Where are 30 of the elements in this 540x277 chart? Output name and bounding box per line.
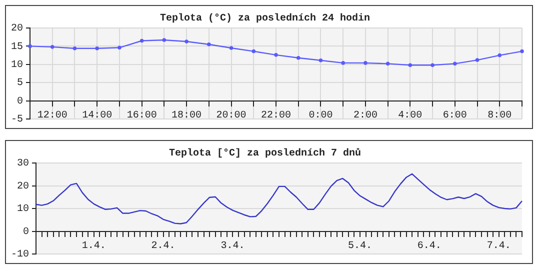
x-tick-label: 22:00 — [260, 110, 292, 122]
y-tick-label: 0 — [16, 96, 23, 108]
x-tick-label: 8:00 — [488, 110, 512, 122]
x-tick-label: 0:00 — [308, 110, 333, 122]
x-tick-label: 7.4. — [486, 240, 511, 252]
y-tick-label: 20 — [10, 24, 23, 35]
x-tick-label: 1.4. — [82, 240, 106, 252]
y-tick-label: 10 — [16, 204, 30, 216]
x-tick-label: 16:00 — [126, 110, 157, 122]
y-tick-label: 30 — [16, 158, 30, 170]
x-tick-label: 4:00 — [398, 110, 422, 122]
x-tick-label: 6.4. — [417, 240, 442, 252]
y-tick-label: 0 — [22, 226, 30, 238]
x-tick-label: 20:00 — [216, 110, 246, 122]
x-tick-label: 6:00 — [442, 110, 467, 122]
y-tick-label: 15 — [10, 42, 23, 53]
x-tick-label: 14:00 — [82, 110, 112, 122]
chart-title: Teplota [°C] za posledních 7 dnů — [168, 148, 362, 160]
x-tick-label: 3.4. — [220, 240, 245, 252]
y-tick-label: 20 — [16, 181, 30, 192]
x-tick-label: 18:00 — [172, 110, 202, 122]
x-tick-label: 5.4. — [348, 240, 372, 252]
y-tick-label: -5 — [10, 114, 23, 126]
chart-title: Teplota (°C) za posledních 24 hodin — [160, 12, 370, 25]
x-tick-label: 2.4. — [151, 240, 176, 252]
y-tick-label: 10 — [10, 60, 23, 72]
x-tick-label: 2:00 — [353, 110, 378, 122]
x-tick-label: 12:00 — [37, 110, 68, 122]
y-tick-label: 5 — [16, 78, 23, 90]
y-tick-label: -10 — [10, 250, 30, 261]
